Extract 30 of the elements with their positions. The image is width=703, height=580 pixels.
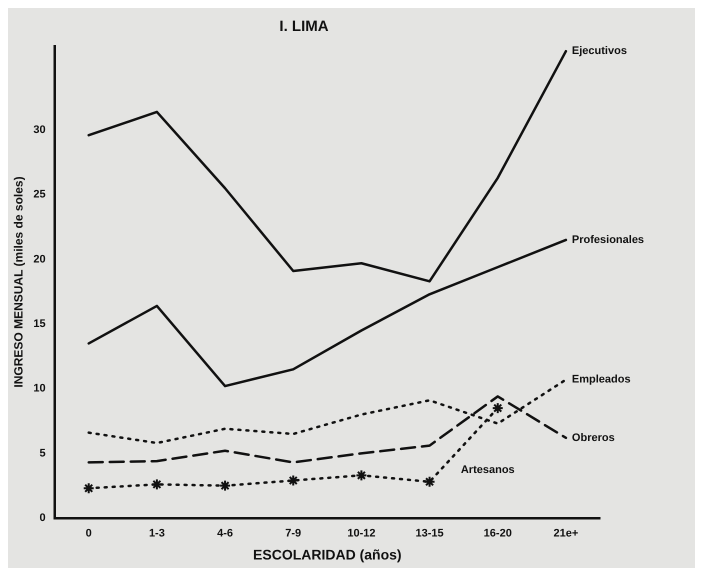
x-tick-label: 7-9 [285,528,302,540]
y-tick-label: 0 [40,512,46,524]
x-tick-label: 0 [86,528,92,540]
y-tick-label: 5 [40,447,46,460]
point [355,469,368,482]
y-axis-title: INGRESO MENSUAL (miles de soles) [12,176,26,388]
series-label: Empleados [572,374,631,386]
x-tick-label: 10-12 [347,528,376,540]
x-tick-label: 21e+ [554,528,578,540]
point [287,474,300,486]
y-tick-label: 15 [33,318,46,330]
y-tick-label: 30 [33,124,46,136]
point [424,476,436,488]
x-tick-label: 16-20 [484,528,512,540]
series-label: Profesionales [572,234,644,246]
point [82,482,95,494]
chart-title: I. LIMA [279,18,329,36]
y-tick-label: 20 [33,253,46,266]
point [492,402,504,414]
x-tick-label: 1-3 [148,528,165,540]
x-tick-label: 4-6 [217,528,234,540]
point [219,480,232,492]
y-tick-label: 25 [33,188,46,201]
series-label: Obreros [572,432,615,444]
series-label: Ejecutivos [572,45,627,58]
x-axis-title: ESCOLARIDAD (años) [253,546,402,562]
y-tick-label: 10 [33,382,46,395]
point [150,478,163,490]
series-label: Artesanos [460,464,515,476]
x-tick-label: 13-15 [416,528,444,540]
